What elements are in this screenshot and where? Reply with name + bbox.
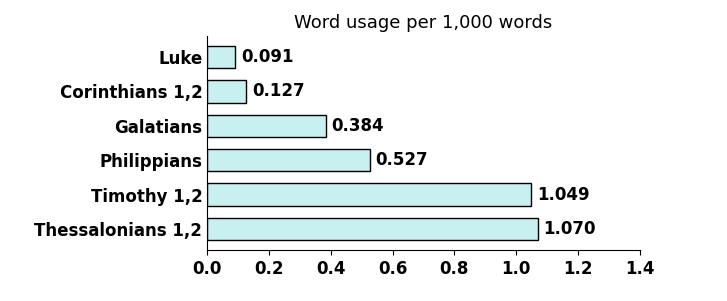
Bar	[207, 115, 326, 137]
Text: 0.527: 0.527	[376, 151, 428, 169]
Text: 0.384: 0.384	[332, 117, 384, 135]
Text: 1.049: 1.049	[537, 185, 590, 203]
Text: 0.127: 0.127	[252, 82, 305, 101]
Text: 0.091: 0.091	[241, 48, 294, 66]
Title: Word usage per 1,000 words: Word usage per 1,000 words	[294, 14, 553, 32]
Bar	[207, 149, 370, 171]
Bar	[207, 183, 531, 206]
Bar	[207, 46, 236, 68]
Bar	[207, 218, 538, 240]
Bar	[207, 80, 246, 103]
Text: 1.070: 1.070	[543, 220, 596, 238]
